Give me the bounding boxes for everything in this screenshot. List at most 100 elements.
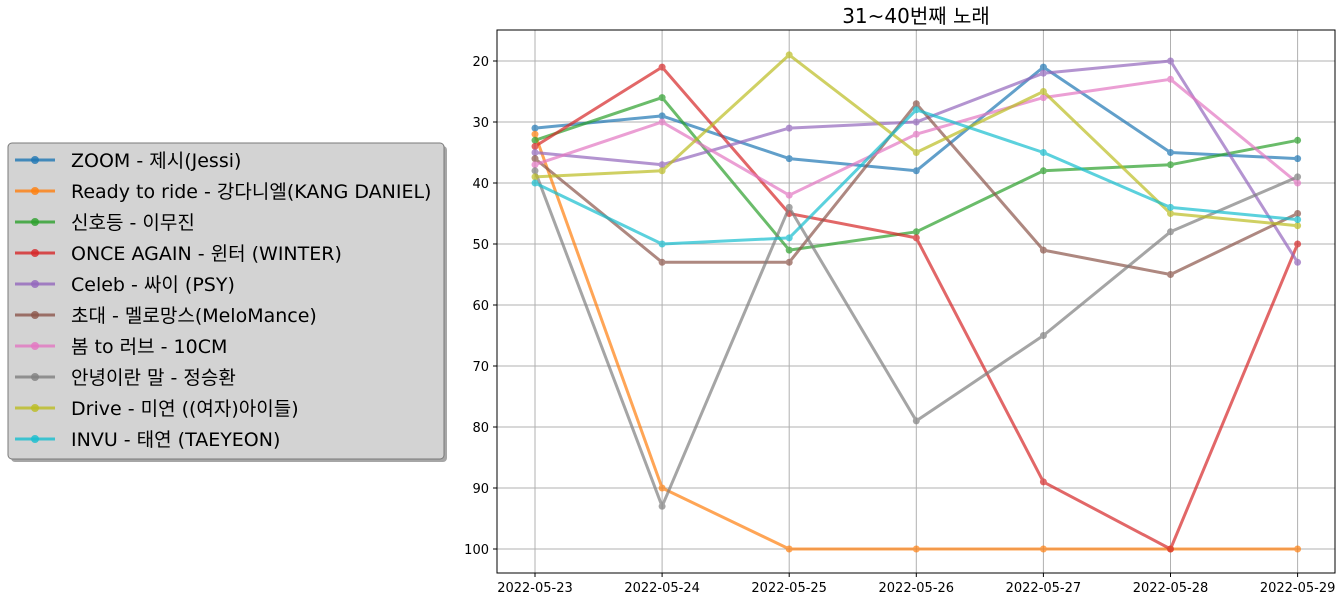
- legend-swatch-marker: [31, 342, 39, 350]
- data-point: [1294, 545, 1302, 553]
- series-1: [531, 63, 1302, 175]
- legend-swatch-marker: [31, 249, 39, 257]
- chart-title: 31~40번째 노래: [842, 4, 990, 28]
- data-point: [1167, 75, 1174, 83]
- data-point: [658, 502, 666, 510]
- legend-label: INVU - 태연 (TAEYEON): [71, 429, 280, 451]
- data-point: [1294, 222, 1302, 230]
- data-point: [531, 149, 539, 156]
- data-point: [1039, 167, 1047, 175]
- legend-box: [7, 142, 445, 460]
- data-point: [912, 545, 920, 553]
- data-point: [1294, 240, 1302, 248]
- data-point: [658, 94, 666, 102]
- data-point: [531, 136, 539, 144]
- data-point: [1039, 478, 1047, 486]
- series-3: [531, 94, 1302, 254]
- y-tick-label: 80: [472, 421, 489, 436]
- data-point: [1039, 88, 1047, 95]
- legend-label: ONCE AGAIN - 윈터 (WINTER): [71, 243, 342, 265]
- series-6: [531, 100, 1302, 278]
- x-tick-label: 2022-05-29: [1260, 581, 1336, 596]
- legend-label: Ready to ride - 강다니엘(KANG DANIEL): [71, 181, 431, 203]
- data-point: [1167, 57, 1174, 65]
- data-point: [785, 191, 793, 199]
- data-point: [658, 167, 666, 175]
- data-point: [912, 234, 920, 242]
- legend-swatch-marker: [31, 280, 39, 288]
- y-tick-label: 50: [472, 238, 489, 253]
- y-tick-label: 30: [472, 116, 489, 131]
- data-point: [785, 234, 793, 242]
- series-9: [531, 51, 1302, 230]
- legend-item: ONCE AGAIN - 윈터 (WINTER): [15, 243, 342, 265]
- series-8: [531, 167, 1302, 510]
- data-point: [1294, 155, 1302, 163]
- data-point: [531, 142, 539, 150]
- y-tick-label: 20: [472, 55, 489, 70]
- x-tick-label: 2022-05-23: [497, 581, 573, 596]
- x-tick-label: 2022-05-28: [1133, 581, 1209, 596]
- legend-item: Ready to ride - 강다니엘(KANG DANIEL): [15, 181, 431, 203]
- data-point: [1167, 271, 1174, 278]
- legend: ZOOM - 제시(Jessi) Ready to ride - 강다니엘(KAN…: [7, 142, 447, 462]
- x-tick-label: 2022-05-24: [624, 581, 700, 596]
- y-tick-label: 40: [472, 177, 489, 192]
- data-point: [1039, 63, 1047, 71]
- data-point: [1294, 173, 1302, 181]
- legend-label: 안녕이란 말 - 정승환: [71, 367, 236, 389]
- legend-swatch-marker: [31, 373, 39, 381]
- data-point: [658, 118, 666, 126]
- data-point: [1039, 545, 1047, 553]
- data-point: [785, 545, 793, 553]
- series-group: [531, 51, 1302, 553]
- data-point: [1167, 203, 1174, 211]
- data-point: [785, 246, 793, 254]
- x-tick-label: 2022-05-27: [1006, 581, 1082, 596]
- data-point: [912, 228, 920, 236]
- data-point: [912, 100, 920, 108]
- legend-label: Celeb - 싸이 (PSY): [71, 274, 235, 296]
- data-point: [912, 130, 920, 138]
- data-point: [658, 258, 666, 266]
- data-point: [912, 106, 920, 114]
- data-point: [531, 130, 539, 138]
- y-tick-label: 100: [464, 543, 489, 558]
- legend-label: 신호등 - 이무진: [71, 212, 195, 234]
- data-point: [1294, 258, 1302, 266]
- data-point: [531, 161, 539, 169]
- series-7: [531, 75, 1302, 199]
- data-point: [1039, 69, 1047, 77]
- data-point: [1039, 149, 1047, 156]
- legend-swatch-marker: [31, 156, 39, 164]
- data-point: [912, 417, 920, 425]
- legend-swatch-marker: [31, 218, 39, 226]
- x-tick-label: 2022-05-25: [751, 581, 827, 596]
- data-point: [1167, 545, 1174, 553]
- data-point: [1167, 149, 1174, 156]
- y-tick-label: 70: [472, 360, 489, 375]
- data-point: [1294, 216, 1302, 224]
- legend-item: Celeb - 싸이 (PSY): [15, 274, 235, 296]
- data-point: [1294, 179, 1302, 187]
- data-point: [531, 155, 539, 163]
- data-point: [658, 63, 666, 71]
- series-5: [531, 57, 1302, 266]
- legend-label: 봄 to 러브 - 10CM: [71, 336, 227, 358]
- data-point: [785, 258, 793, 266]
- y-axis: 20 30 40 50 60 70 80 90 100: [464, 55, 497, 558]
- x-tick-label: 2022-05-26: [879, 581, 955, 596]
- legend-item: Drive - 미연 ((여자)아이들): [15, 398, 299, 420]
- legend-swatch-marker: [31, 404, 39, 412]
- data-point: [1294, 136, 1302, 144]
- data-point: [1167, 228, 1174, 236]
- data-point: [658, 240, 666, 248]
- data-point: [658, 161, 666, 169]
- data-point: [1167, 210, 1174, 217]
- data-point: [912, 118, 920, 126]
- series-4: [531, 63, 1302, 553]
- data-point: [1167, 161, 1174, 169]
- data-point: [1039, 332, 1047, 339]
- x-axis: 2022-05-23 2022-05-24 2022-05-25 2022-05-26…: [497, 573, 1335, 596]
